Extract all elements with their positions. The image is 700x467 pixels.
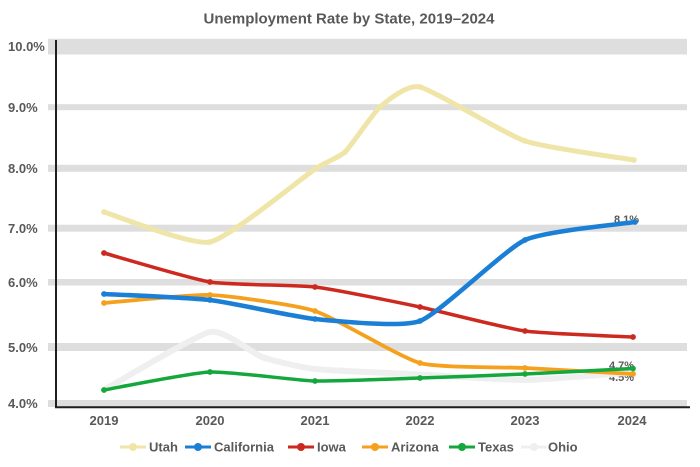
svg-text:6.0%: 6.0%	[8, 275, 38, 290]
svg-text:Utah: Utah	[149, 440, 178, 455]
svg-text:California: California	[214, 440, 275, 455]
svg-text:10.0%: 10.0%	[8, 39, 45, 54]
svg-text:Texas: Texas	[478, 440, 514, 455]
svg-text:8.0%: 8.0%	[8, 161, 38, 176]
svg-text:Unemployment Rate by State, 20: Unemployment Rate by State, 2019–2024	[204, 11, 496, 28]
svg-text:2020: 2020	[196, 413, 225, 428]
svg-text:9.0%: 9.0%	[8, 100, 38, 115]
svg-text:2021: 2021	[301, 413, 330, 428]
svg-text:5.0%: 5.0%	[8, 340, 38, 355]
svg-text:7.0%: 7.0%	[8, 221, 38, 236]
svg-text:2024: 2024	[618, 413, 648, 428]
svg-text:2022: 2022	[406, 413, 435, 428]
svg-text:Arizona: Arizona	[391, 440, 439, 455]
svg-text:Ohio: Ohio	[548, 440, 578, 455]
svg-text:2023: 2023	[511, 413, 540, 428]
svg-text:4.0%: 4.0%	[8, 396, 38, 411]
svg-text:2019: 2019	[90, 413, 119, 428]
svg-text:Iowa: Iowa	[317, 440, 347, 455]
